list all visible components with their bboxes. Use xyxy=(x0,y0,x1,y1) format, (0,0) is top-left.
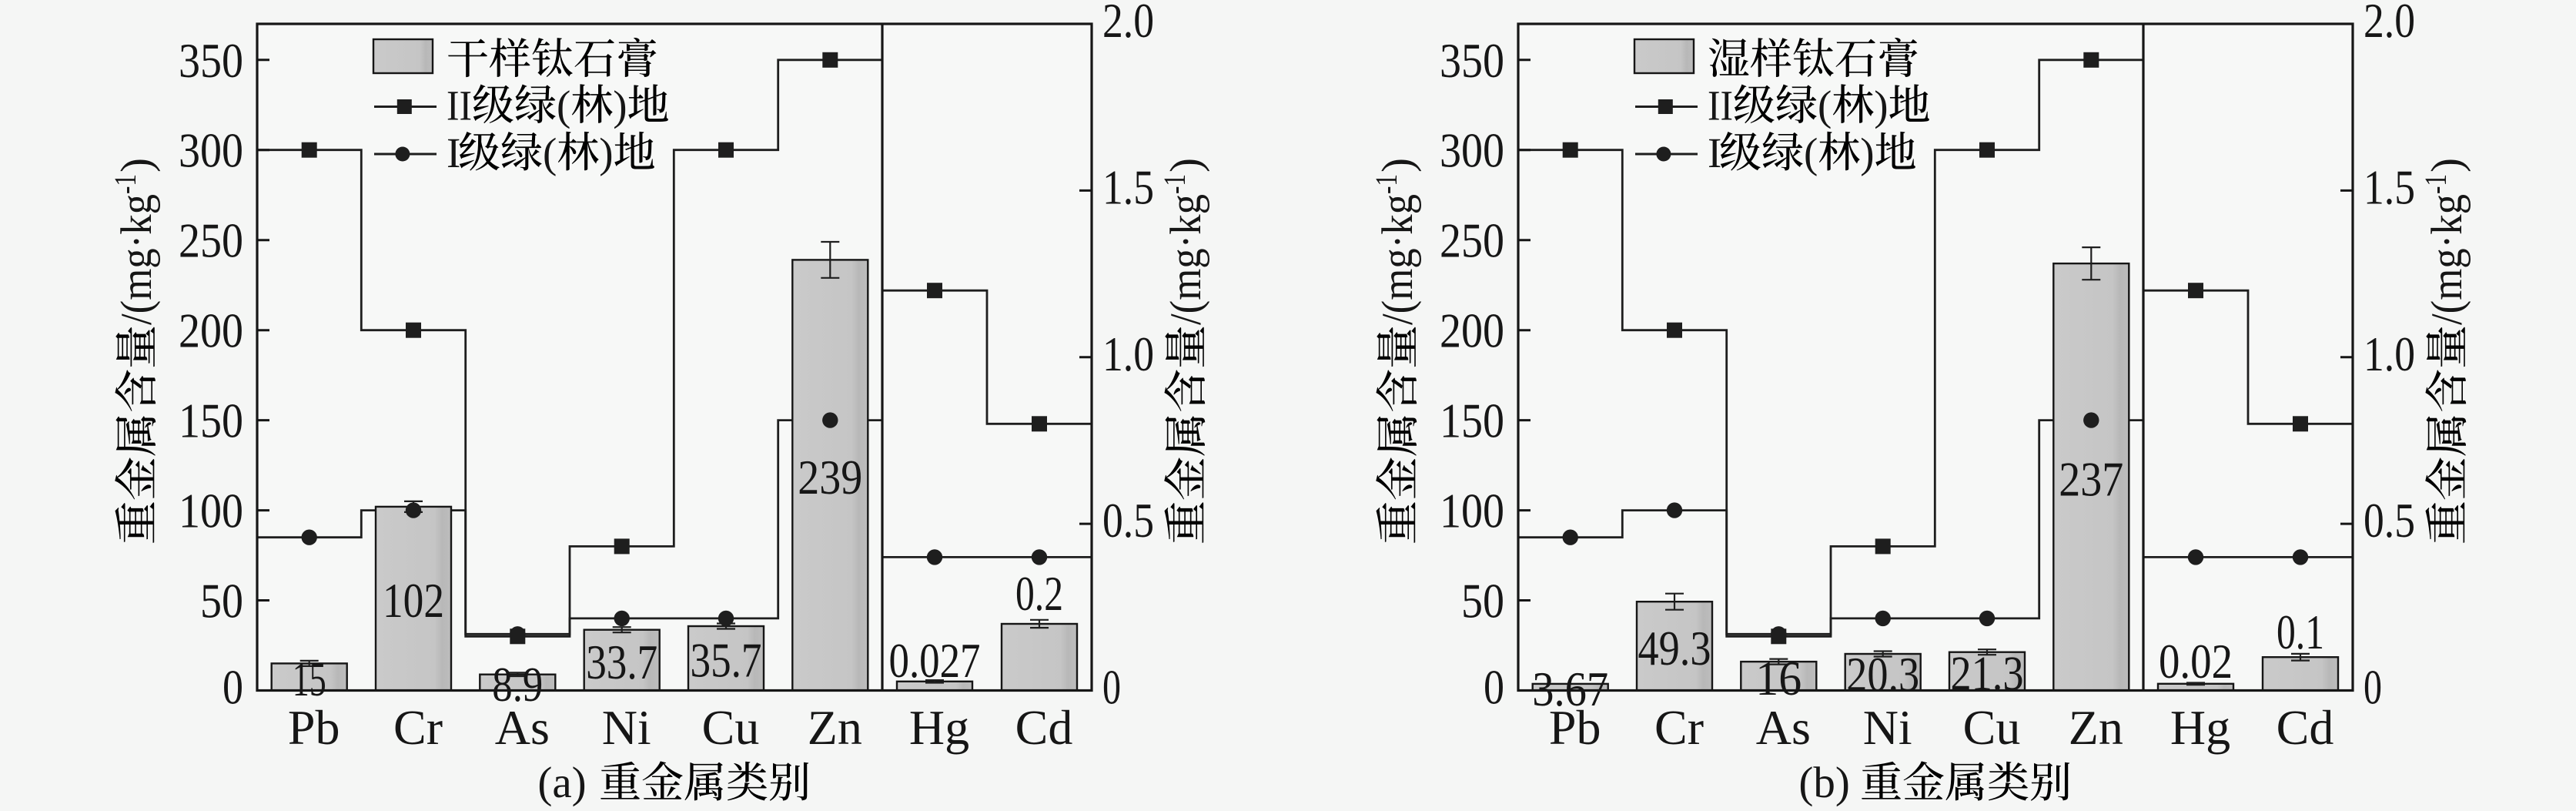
svg-text:50: 50 xyxy=(1461,574,1504,628)
svg-text:Pb: Pb xyxy=(1549,700,1601,755)
svg-text:Hg: Hg xyxy=(909,700,969,755)
svg-text:150: 150 xyxy=(179,394,243,448)
svg-text:): ) xyxy=(1874,82,1888,129)
svg-text:): ) xyxy=(1373,158,1422,173)
svg-text:8.9: 8.9 xyxy=(492,658,543,712)
svg-text:100: 100 xyxy=(1440,484,1504,538)
svg-text:0.2: 0.2 xyxy=(1015,567,1063,621)
svg-text:250: 250 xyxy=(1440,213,1504,268)
svg-text:Ni: Ni xyxy=(1863,700,1912,755)
svg-text:Cu: Cu xyxy=(1963,700,2021,755)
svg-text:3.67: 3.67 xyxy=(1532,662,1608,716)
svg-text:(: ( xyxy=(1818,82,1832,129)
svg-text:0.027: 0.027 xyxy=(889,634,981,688)
svg-text:Cd: Cd xyxy=(1015,700,1073,755)
svg-text:): ) xyxy=(599,129,613,176)
svg-text:237: 237 xyxy=(2059,452,2123,506)
svg-text:Pb: Pb xyxy=(288,700,340,755)
svg-text:2.0: 2.0 xyxy=(2364,0,2415,48)
svg-text:1.0: 1.0 xyxy=(1102,327,1154,381)
svg-text:/(mg·kg: /(mg·kg xyxy=(1162,194,1210,325)
svg-text:35.7: 35.7 xyxy=(691,634,762,688)
svg-text:): ) xyxy=(1860,129,1874,176)
svg-text:Zn: Zn xyxy=(2069,700,2123,755)
svg-text:/(mg·kg: /(mg·kg xyxy=(1373,194,1422,325)
svg-text:As: As xyxy=(1756,700,1811,755)
svg-text:I: I xyxy=(1708,129,1721,176)
svg-text:20.3: 20.3 xyxy=(1846,648,1919,702)
svg-text:Cd: Cd xyxy=(2277,700,2334,755)
svg-text:239: 239 xyxy=(798,451,862,504)
svg-text:0: 0 xyxy=(2364,660,2382,715)
svg-text:): ) xyxy=(2423,158,2471,173)
svg-text:1.5: 1.5 xyxy=(2364,159,2415,214)
svg-text:-1: -1 xyxy=(108,174,142,194)
svg-text:Cr: Cr xyxy=(1654,700,1704,755)
svg-text:0: 0 xyxy=(1102,660,1121,715)
svg-text:1.5: 1.5 xyxy=(1102,159,1154,214)
svg-text:21.3: 21.3 xyxy=(1951,647,2024,701)
svg-text:150: 150 xyxy=(1440,394,1504,448)
svg-text:1.0: 1.0 xyxy=(2364,327,2415,381)
svg-text:50: 50 xyxy=(200,574,243,628)
svg-text:As: As xyxy=(495,700,550,755)
svg-text:102: 102 xyxy=(383,574,444,628)
svg-text:0.02: 0.02 xyxy=(2159,635,2233,689)
svg-text:Cr: Cr xyxy=(393,700,443,755)
svg-text:): ) xyxy=(1162,158,1210,173)
svg-text:Zn: Zn xyxy=(808,700,862,755)
svg-text:350: 350 xyxy=(179,33,243,88)
svg-text:0.1: 0.1 xyxy=(2277,605,2324,659)
svg-text:(b): (b) xyxy=(1798,759,1849,807)
svg-text:Hg: Hg xyxy=(2170,700,2230,755)
svg-text:-1: -1 xyxy=(1369,174,1403,194)
svg-text:0: 0 xyxy=(1484,660,1504,715)
svg-text:250: 250 xyxy=(179,213,243,268)
svg-text:300: 300 xyxy=(1440,123,1504,178)
svg-text:/(mg·kg: /(mg·kg xyxy=(112,194,161,325)
svg-text:Ni: Ni xyxy=(602,700,651,755)
svg-text:I: I xyxy=(447,129,460,176)
svg-text:(a): (a) xyxy=(537,759,586,807)
svg-text:/(mg·kg: /(mg·kg xyxy=(2423,194,2471,325)
svg-text:300: 300 xyxy=(179,123,243,178)
svg-text:Cu: Cu xyxy=(702,700,760,755)
svg-text:II: II xyxy=(1708,82,1733,129)
svg-text:II: II xyxy=(447,82,472,129)
svg-text:(: ( xyxy=(557,82,570,129)
svg-text:100: 100 xyxy=(179,484,243,538)
svg-text:200: 200 xyxy=(179,303,243,358)
svg-text:33.7: 33.7 xyxy=(586,635,657,689)
svg-text:16: 16 xyxy=(1755,652,1802,705)
svg-text:): ) xyxy=(112,158,161,173)
svg-text:200: 200 xyxy=(1440,303,1504,358)
svg-text:15: 15 xyxy=(293,652,326,706)
svg-text:(: ( xyxy=(543,129,557,176)
svg-text:49.3: 49.3 xyxy=(1638,622,1711,675)
svg-text:0.5: 0.5 xyxy=(1102,493,1154,548)
svg-text:0: 0 xyxy=(222,660,243,715)
svg-text:(: ( xyxy=(1804,129,1818,176)
svg-text:-1: -1 xyxy=(1157,174,1192,194)
svg-text:2.0: 2.0 xyxy=(1102,0,1154,48)
svg-text:350: 350 xyxy=(1440,33,1504,88)
svg-text:-1: -1 xyxy=(2418,174,2453,194)
svg-text:0.5: 0.5 xyxy=(2364,493,2415,548)
svg-text:): ) xyxy=(613,82,627,129)
